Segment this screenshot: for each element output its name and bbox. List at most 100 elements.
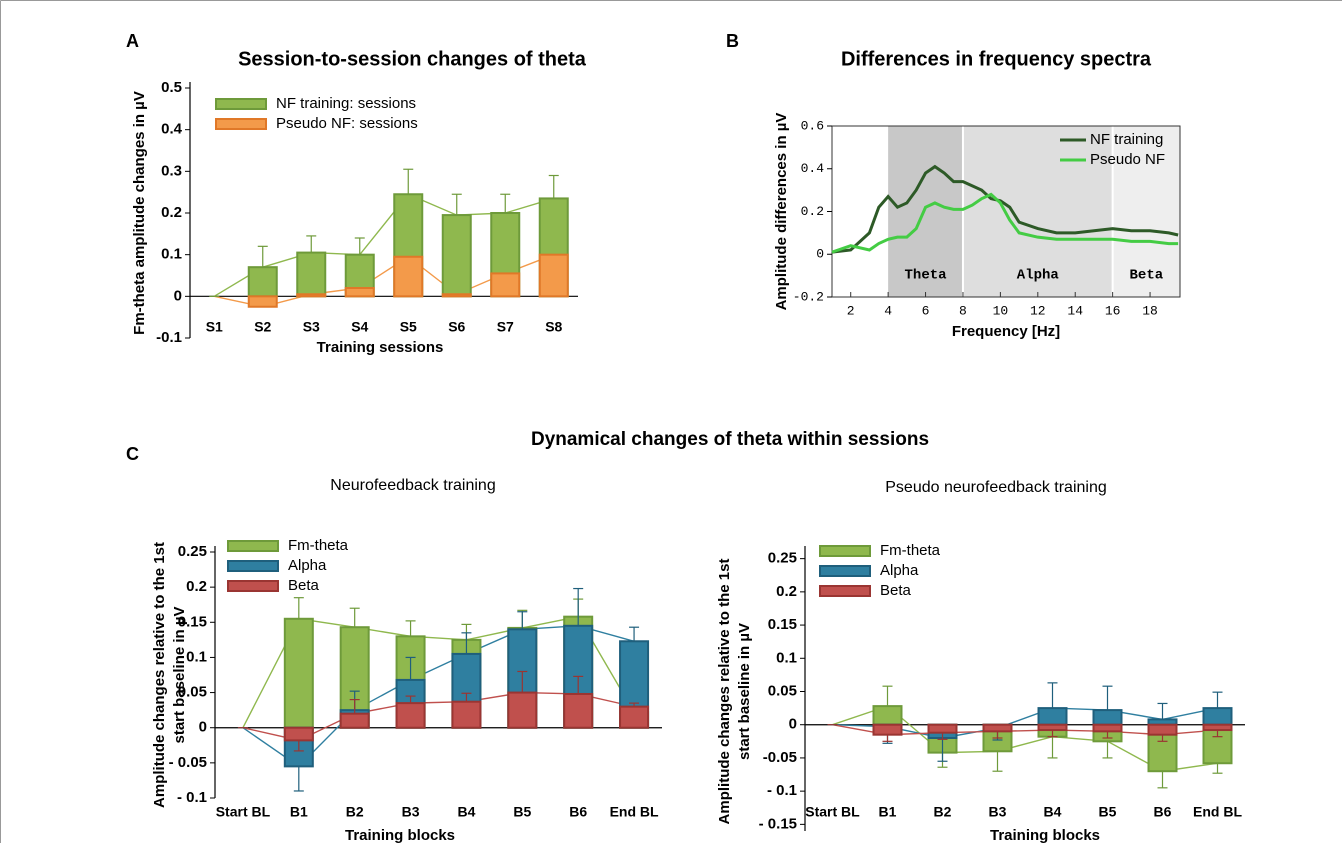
y-tick-label: 0 (816, 247, 824, 262)
band-label: Theta (905, 268, 948, 284)
y-tick-label: 0.2 (186, 578, 207, 595)
x-tick-label: 18 (1142, 303, 1158, 318)
legend-label: NF training (1090, 131, 1163, 148)
bar (1147, 723, 1178, 736)
y-axis-label: Amplitude changes relative to the 1st (151, 542, 168, 808)
legend-swatch (819, 545, 871, 557)
legend-swatch (215, 98, 267, 110)
bar (490, 272, 521, 298)
bar (283, 726, 314, 742)
y-tick-label: 0.25 (768, 550, 797, 567)
y-tick-label: -0.05 (763, 749, 797, 766)
x-tick-label: 6 (922, 303, 930, 318)
legend-label: Beta (288, 577, 320, 594)
bar (296, 251, 327, 298)
y-tick-label: 0 (199, 719, 207, 736)
x-tick-label: B1 (290, 804, 308, 820)
legend-swatch (819, 565, 871, 577)
bar (1037, 707, 1068, 726)
bar (872, 705, 903, 726)
legend-label: Pseudo NF (1090, 151, 1165, 168)
y-tick-label: -0.2 (793, 289, 824, 304)
chart-subtitle: Pseudo neurofeedback training (885, 479, 1107, 496)
bar (441, 214, 472, 298)
bar (507, 691, 538, 729)
y-tick-label: - 0.1 (177, 789, 207, 806)
x-axis-label: Training sessions (317, 339, 444, 356)
legend-swatch (819, 585, 871, 597)
legend-label: Pseudo NF: sessions (276, 115, 418, 132)
legend-swatch (215, 118, 267, 130)
bar (619, 705, 650, 729)
y-tick-label: 0.4 (161, 121, 183, 138)
bar (395, 702, 426, 729)
band (888, 126, 963, 297)
x-tick-label: Start BL (805, 804, 860, 820)
x-tick-label: B5 (513, 804, 531, 820)
bar (247, 295, 278, 308)
bar (872, 723, 903, 736)
y-axis-label: Fm-theta amplitude changes in µV (131, 91, 148, 335)
x-axis-label: Frequency [Hz] (952, 323, 1060, 340)
bar (441, 293, 472, 298)
band (962, 126, 1113, 297)
x-tick-label: End BL (610, 804, 659, 820)
chart-title: Differences in frequency spectra (841, 48, 1152, 70)
x-tick-label: 16 (1105, 303, 1121, 318)
y-axis-label: Amplitude differences in µV (773, 113, 790, 311)
y-axis-label: start baseline in µV (171, 606, 188, 743)
bar (563, 692, 594, 729)
bar (247, 266, 278, 298)
x-tick-label: B2 (346, 804, 364, 820)
legend-label: Fm-theta (880, 542, 941, 559)
y-axis-label: start baseline in µV (736, 623, 753, 760)
legend-swatch (227, 540, 279, 552)
bar (1092, 723, 1123, 733)
x-axis-label: Training blocks (345, 827, 455, 843)
y-tick-label: 0.4 (801, 161, 825, 176)
y-tick-label: - 0.05 (169, 754, 207, 771)
y-tick-label: 0.15 (178, 613, 207, 630)
y-tick-label: - 0.1 (767, 782, 797, 799)
x-tick-label: S4 (351, 319, 368, 335)
y-tick-label: 0.05 (768, 682, 797, 699)
bar (296, 293, 327, 298)
chart-title: Session-to-session changes of theta (238, 48, 587, 70)
x-tick-label: B6 (569, 804, 587, 820)
legend-label: Beta (880, 582, 912, 599)
x-tick-label: B4 (1044, 804, 1062, 820)
x-tick-label: B3 (989, 804, 1007, 820)
y-tick-label: 0.2 (801, 204, 824, 219)
x-tick-label: Start BL (216, 804, 271, 820)
x-tick-label: 14 (1067, 303, 1083, 318)
y-axis-label: Amplitude changes relative to the 1st (716, 559, 733, 825)
y-tick-label: 0.2 (776, 583, 797, 600)
y-tick-label: 0.1 (186, 648, 207, 665)
x-tick-label: S2 (254, 319, 271, 335)
y-tick-label: 0 (174, 287, 182, 304)
panel-label: B (726, 31, 739, 51)
bar (1092, 709, 1123, 726)
bar (1202, 723, 1233, 732)
y-tick-label: - 0.15 (759, 815, 797, 832)
y-tick-label: 0.5 (161, 79, 182, 96)
x-tick-label: S5 (400, 319, 417, 335)
x-tick-label: 8 (959, 303, 967, 318)
x-tick-label: End BL (1193, 804, 1242, 820)
x-tick-label: 4 (884, 303, 892, 318)
legend-label: Fm-theta (288, 537, 349, 554)
panel-label: C (126, 444, 139, 464)
x-tick-label: S7 (497, 319, 514, 335)
bar (538, 253, 569, 298)
bar (982, 723, 1013, 733)
y-tick-label: 0 (789, 716, 797, 733)
legend-swatch (227, 560, 279, 572)
y-tick-label: 0.2 (161, 204, 182, 221)
bar (339, 712, 370, 729)
y-tick-label: 0.6 (801, 118, 824, 133)
x-tick-label: B2 (934, 804, 952, 820)
x-tick-label: S8 (545, 319, 562, 335)
bar (1202, 707, 1233, 726)
x-tick-label: 10 (993, 303, 1009, 318)
